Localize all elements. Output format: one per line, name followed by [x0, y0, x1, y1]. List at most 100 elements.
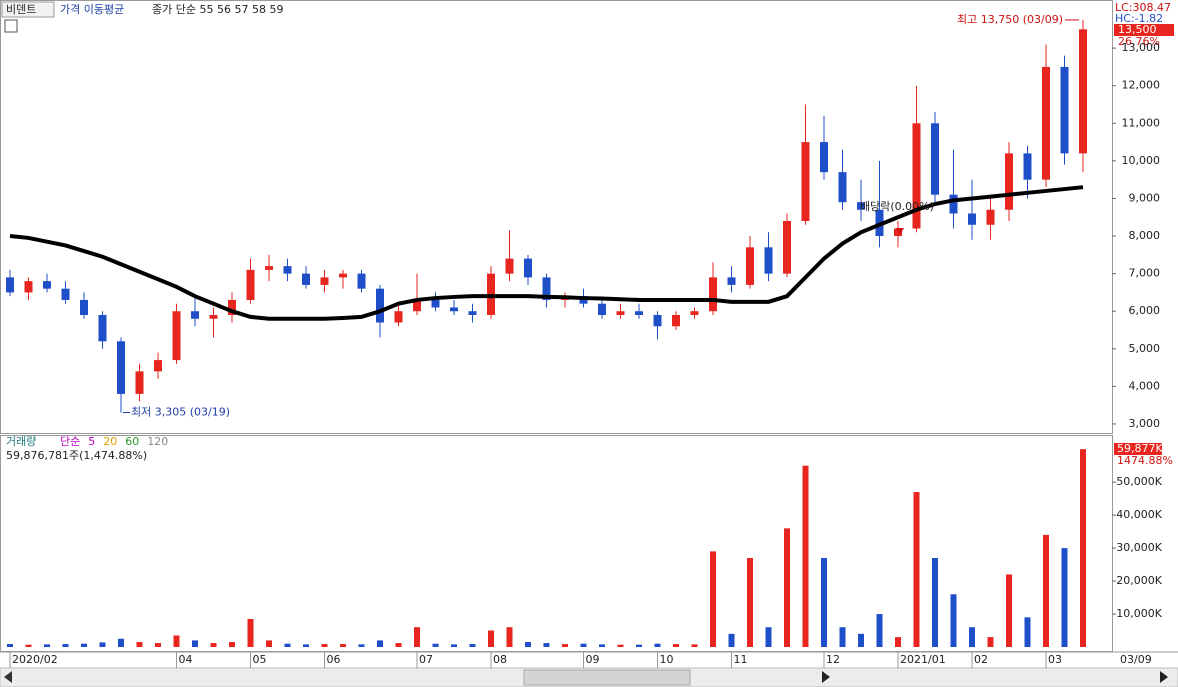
candle-body — [1079, 29, 1087, 154]
x-tick-label: 07 — [419, 653, 433, 666]
candle-body — [302, 273, 310, 285]
candle-body — [1060, 66, 1069, 154]
candle-body — [709, 277, 717, 312]
candle-body — [912, 123, 921, 229]
scroll-thumb[interactable] — [523, 669, 691, 686]
stock-name: 비덴트 — [6, 3, 36, 16]
candle-body — [228, 299, 236, 315]
stock-name-box[interactable] — [1, 1, 55, 18]
volume-bar — [599, 644, 605, 647]
candle-body — [838, 172, 847, 203]
candle-body — [746, 247, 754, 285]
volume-bar — [525, 642, 531, 647]
candle-body — [1042, 66, 1050, 180]
volume-bar — [876, 614, 883, 647]
low-label: 최저 3,305 (03/19) — [131, 406, 230, 419]
volume-bar — [414, 627, 420, 647]
volume-bar — [192, 640, 198, 647]
candle-body — [172, 311, 181, 361]
candle-body — [524, 258, 532, 278]
candle-body — [949, 194, 958, 214]
volume-bar — [506, 627, 513, 647]
y-tick-label: 7,000 — [1129, 267, 1161, 280]
legend-entry: 120 — [147, 435, 168, 448]
event-marker — [896, 228, 904, 234]
candle-body — [783, 221, 791, 274]
candle-body — [986, 209, 995, 225]
candle-body — [1005, 153, 1013, 210]
y-tick-label: 50,000K — [1116, 475, 1162, 488]
volume-bar — [987, 637, 994, 647]
volume-bar — [765, 627, 772, 647]
volume-bar — [247, 618, 254, 647]
y-tick-label: 40,000K — [1116, 508, 1162, 521]
candle-body — [764, 247, 773, 274]
grid-icon[interactable] — [4, 19, 18, 33]
candle-body — [394, 311, 403, 323]
candle-body — [283, 266, 292, 274]
candle-body — [968, 213, 976, 225]
overlay-label: 가격 이동평균 — [60, 3, 124, 16]
event-label: 배당락(0.00%) — [860, 200, 934, 213]
x-tick-label: 10 — [660, 653, 674, 666]
candle-body — [690, 311, 699, 315]
candle-body — [320, 277, 329, 285]
y-tick-label: 9,000 — [1129, 191, 1161, 204]
scroll-right[interactable] — [1160, 671, 1168, 683]
candle-body — [542, 277, 551, 300]
volume-bar — [1080, 449, 1086, 647]
last-volume: 59,877K — [1117, 442, 1163, 455]
volume-bar — [728, 633, 735, 647]
candle-body — [154, 360, 162, 372]
candle-body — [191, 311, 199, 319]
candle-body — [1023, 153, 1032, 180]
candle-body — [413, 299, 421, 312]
candle-body — [431, 299, 440, 308]
volume-bar — [432, 643, 439, 647]
volume-bar — [488, 630, 494, 647]
volume-bar — [969, 627, 975, 647]
volume-bar — [25, 644, 32, 647]
y-tick-label: 3,000 — [1129, 417, 1161, 430]
candle-body — [117, 341, 125, 394]
last-price: 13,500 — [1118, 23, 1157, 36]
volume-bar — [858, 633, 864, 647]
candle-body — [357, 273, 366, 289]
legend-entry: 단순 — [60, 435, 80, 448]
x-tick-label: 11 — [734, 653, 748, 666]
y-tick-label: 4,000 — [1129, 379, 1161, 392]
x-tick-label: 08 — [493, 653, 507, 666]
volume-ratio: 1474.88% — [1117, 454, 1173, 467]
x-tick-label: 03 — [1048, 653, 1062, 666]
volume-bar — [562, 644, 568, 647]
play-button[interactable] — [822, 671, 830, 683]
volume-bar — [229, 642, 235, 647]
volume-bar — [932, 557, 938, 647]
volume-title: 거래량 — [6, 435, 36, 448]
last-volume-box — [1114, 443, 1162, 455]
legend-entry: 5 — [88, 435, 95, 448]
volume-bar — [895, 637, 901, 647]
volume-bar — [636, 644, 642, 647]
candle-body — [209, 314, 218, 319]
moving-average — [9, 185, 1084, 321]
y-tick-label: 5,000 — [1129, 342, 1161, 355]
candle-body — [80, 299, 88, 315]
scroll-left[interactable] — [4, 671, 12, 683]
volume-bar — [210, 643, 217, 647]
volume-bar — [173, 635, 180, 647]
candle-body — [505, 258, 514, 274]
x-tick-label: 05 — [253, 653, 267, 666]
x-tick-label: 12 — [826, 653, 840, 666]
candle-body — [931, 123, 939, 195]
y-tick-label: 30,000K — [1116, 541, 1162, 554]
volume-bar — [839, 627, 846, 647]
hc-label: HC:-1.82 — [1115, 12, 1163, 25]
candle-body — [894, 228, 902, 237]
volume-bar — [802, 465, 809, 647]
candle-body — [653, 314, 662, 327]
volume-bar — [358, 644, 365, 647]
candle-body — [135, 371, 144, 394]
x-tick-label: 09 — [586, 653, 600, 666]
volume-bar — [303, 644, 309, 647]
